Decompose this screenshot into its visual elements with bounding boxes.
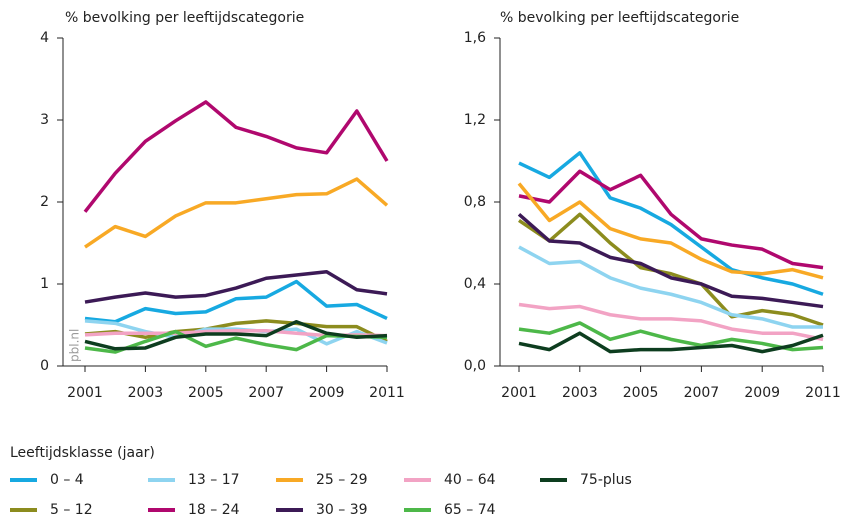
series-line <box>84 177 389 249</box>
y-tick-label: 1,6 <box>464 30 486 46</box>
x-tick-label: 2011 <box>369 385 405 401</box>
legend-title: Leeftijdsklasse (jaar) <box>10 445 155 461</box>
y-tick-label: 2 <box>40 194 49 210</box>
series-line <box>84 319 388 351</box>
legend-label: 40 – 64 <box>444 472 496 488</box>
series-line <box>84 319 388 343</box>
y-tick-label: 1 <box>40 276 49 292</box>
legend-label: 5 – 12 <box>50 502 93 518</box>
series-line <box>518 151 824 296</box>
series-line <box>83 100 389 213</box>
x-tick-label: 2005 <box>623 385 659 401</box>
series-line <box>84 269 388 304</box>
legend-label: 25 – 29 <box>316 472 368 488</box>
x-tick-label: 2001 <box>501 385 537 401</box>
series-line <box>84 279 388 324</box>
legend-label: 75-plus <box>580 472 632 488</box>
chart-title: % bevolking per leeftijdscategorie <box>500 10 739 26</box>
x-tick-label: 2003 <box>128 385 164 401</box>
x-tick-label: 2005 <box>188 385 224 401</box>
legend-label: 65 – 74 <box>444 502 496 518</box>
chart-title: % bevolking per leeftijdscategorie <box>65 10 304 26</box>
series-line <box>518 321 824 352</box>
legend-label: 18 – 24 <box>188 502 240 518</box>
series-line <box>517 212 824 309</box>
x-tick-label: 2003 <box>562 385 598 401</box>
legend-label: 13 – 17 <box>188 472 240 488</box>
x-tick-label: 2001 <box>67 385 103 401</box>
series-line <box>517 182 824 280</box>
series-line <box>518 245 823 329</box>
y-tick-label: 0,0 <box>464 358 486 374</box>
y-tick-label: 0 <box>40 358 49 374</box>
series-line <box>518 212 824 327</box>
series-line <box>518 169 824 270</box>
y-tick-label: 4 <box>40 30 49 46</box>
legend-label: 0 – 4 <box>50 472 84 488</box>
series-line <box>518 331 824 354</box>
watermark: pbl.nl <box>68 329 82 362</box>
y-tick-label: 0,4 <box>464 276 486 292</box>
y-tick-label: 0,8 <box>464 194 486 210</box>
x-tick-label: 2011 <box>805 385 841 401</box>
x-tick-label: 2009 <box>744 385 780 401</box>
x-tick-label: 2007 <box>248 385 284 401</box>
y-tick-label: 3 <box>40 112 49 128</box>
x-tick-label: 2007 <box>684 385 720 401</box>
x-tick-label: 2009 <box>309 385 345 401</box>
y-tick-label: 1,2 <box>464 112 486 128</box>
series-line <box>518 302 824 342</box>
legend-label: 30 – 39 <box>316 502 368 518</box>
